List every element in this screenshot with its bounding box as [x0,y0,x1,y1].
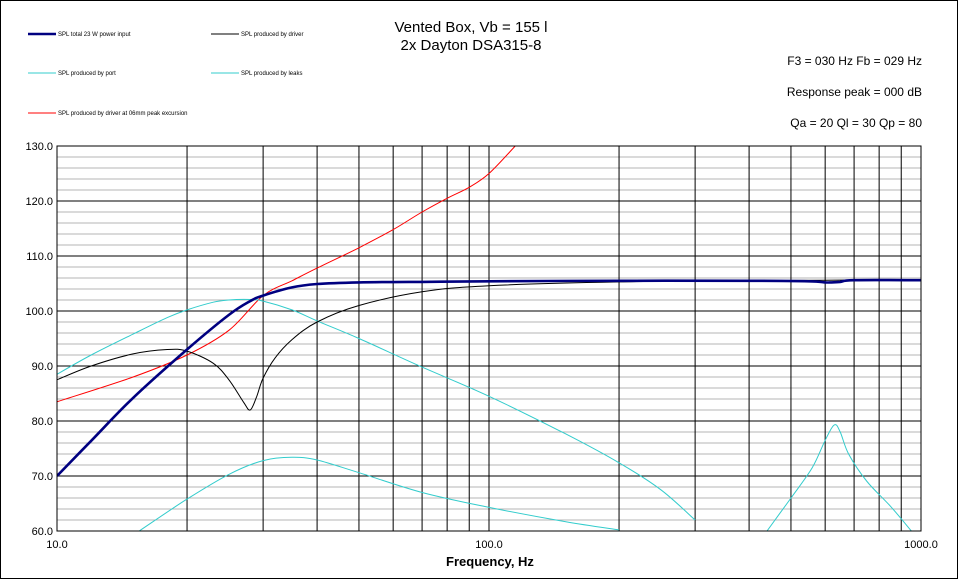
y-tick-label: 60.0 [32,526,53,538]
series-leaks-hf [766,424,912,531]
plot-area-frame [56,145,922,532]
legend-entry-driver: SPL produced by driver [211,32,303,38]
y-tick-label: 70.0 [32,471,53,483]
legend-entry-excursion: SPL produced by driver at 06mm peak excu… [28,111,188,117]
series-excursion [57,146,516,403]
legend-entry-total: SPL total 23 W power input [28,32,131,38]
y-tick-label: 80.0 [32,416,53,428]
x-tick-label: 10.0 [46,539,67,551]
series-port [57,298,696,521]
legend-label-total: SPL total 23 W power input [58,32,131,38]
plot-series [57,146,921,531]
response-peak-annotation: Response peak = 000 dB [787,85,922,99]
x-axis-tick-labels: 10.0 100.0 1000.0 [46,539,938,551]
chart-title: Vented Box, Vb = 155 l [394,19,547,36]
series-total [57,278,921,477]
f3-fb-annotation: F3 = 030 Hz Fb = 029 Hz [787,54,922,68]
x-tick-label: 100.0 [475,539,503,551]
legend-entry-port: SPL produced by port [28,71,116,77]
major-gridlines [57,145,921,532]
legend-entry-leaks: SPL produced by leaks [211,71,302,77]
y-axis-tick-labels: 60.0 70.0 80.0 90.0 100.0 110.0 120.0 130.0 [25,141,53,538]
y-tick-label: 120.0 [25,196,53,208]
y-tick-label: 110.0 [26,251,53,263]
legend-label-port: SPL produced by port [58,71,116,77]
legend-label-leaks: SPL produced by leaks [241,71,302,77]
chart-subtitle: 2x Dayton DSA315-8 [401,37,542,54]
legend: SPL total 23 W power input SPL produced … [28,32,303,117]
y-tick-label: 130.0 [25,141,53,153]
y-tick-label: 90.0 [32,361,53,373]
y-tick-label: 100.0 [25,306,53,318]
x-axis-title: Frequency, Hz [446,554,534,569]
x-tick-label: 1000.0 [904,539,938,551]
legend-label-driver: SPL produced by driver [241,32,303,38]
q-values-annotation: Qa = 20 Ql = 30 Qp = 80 [790,116,922,130]
legend-label-excursion: SPL produced by driver at 06mm peak excu… [58,111,188,117]
series-leaks [138,456,620,531]
